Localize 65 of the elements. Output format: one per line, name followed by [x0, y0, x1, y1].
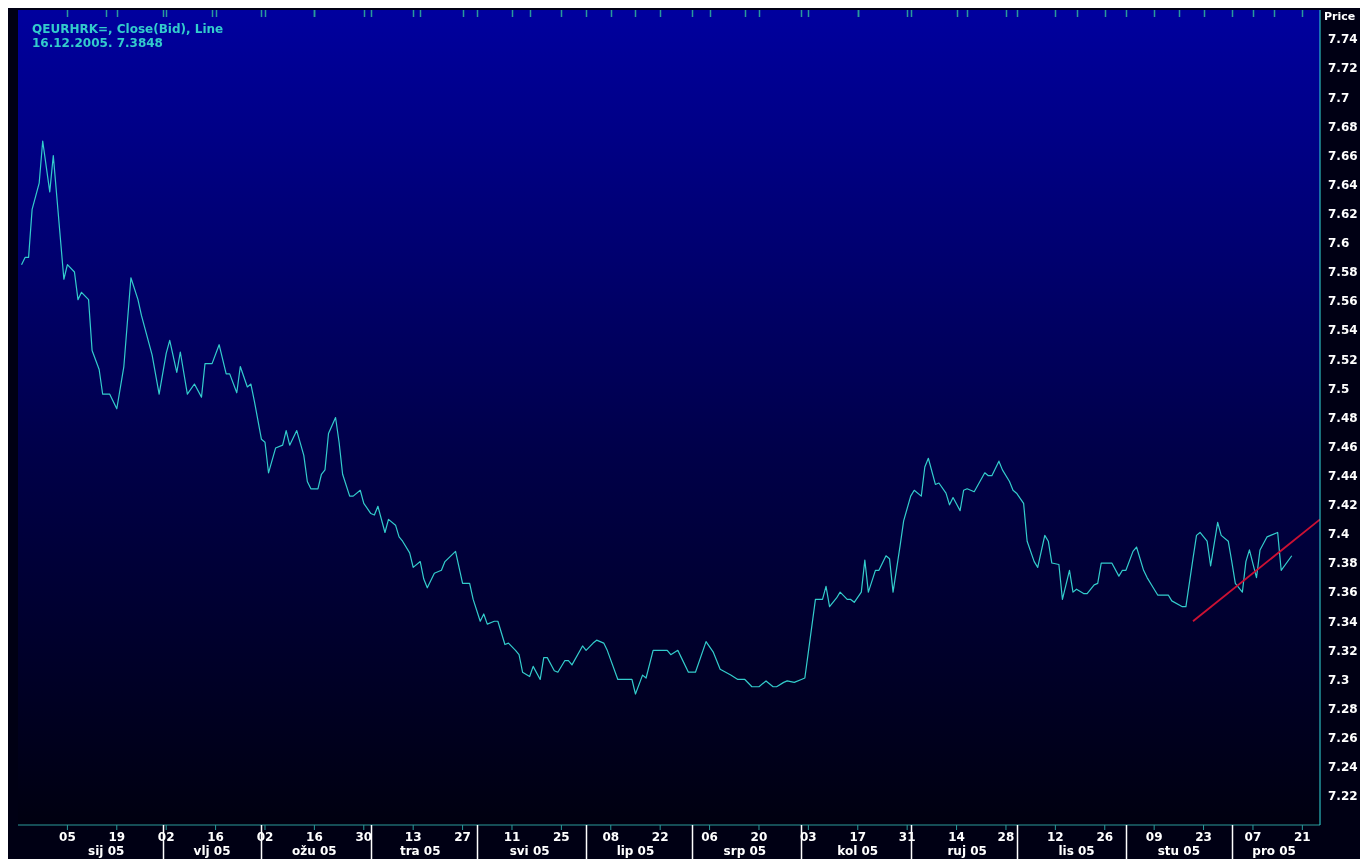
y-tick-label: 7.58: [1328, 265, 1358, 280]
y-tick-label: 7.32: [1328, 643, 1358, 658]
x2-tick-label: sij 05: [88, 844, 125, 858]
x-tick-label: 09: [1145, 829, 1163, 844]
x2-tick-label: vlj 05: [193, 844, 231, 858]
y-tick-label: 7.66: [1328, 148, 1358, 163]
y-tick-label: 7.24: [1328, 760, 1358, 775]
y-tick-label: 7.54: [1328, 323, 1358, 338]
x2-tick-label: srp 05: [723, 844, 767, 858]
y-tick-label: 7.56: [1328, 294, 1358, 309]
y-tick-label: 7.46: [1328, 439, 1358, 454]
x-tick-label: 26: [1096, 829, 1114, 844]
x-tick-label: 08: [602, 829, 620, 844]
x-tick-label: 16: [207, 829, 224, 844]
x2-tick-label: pro 05: [1252, 844, 1296, 858]
x-tick-label: 28: [997, 829, 1015, 844]
x2-tick-label: ožu 05: [292, 844, 337, 858]
y-tick-label: 7.28: [1328, 701, 1358, 716]
y-tick-label: 7.72: [1328, 61, 1358, 76]
y-tick-label: 7.7: [1328, 90, 1350, 105]
y-tick-label: 7.4: [1328, 527, 1350, 542]
x-tick-label: 19: [108, 829, 126, 844]
y-tick-label: 7.22: [1328, 789, 1358, 804]
x-tick-label: 06: [701, 829, 718, 844]
x-tick-label: 22: [651, 829, 669, 844]
y-tick-label: 7.3: [1328, 672, 1350, 687]
x2-tick-label: stu 05: [1157, 844, 1201, 858]
y-tick-label: 7.64: [1328, 177, 1358, 192]
y-tick-label: 7.38: [1328, 556, 1358, 571]
y-tick-label: 7.44: [1328, 468, 1358, 483]
x2-tick-label: tra 05: [399, 844, 441, 858]
x-tick-label: 07: [1244, 829, 1262, 844]
x-tick-label: 21: [1294, 829, 1311, 844]
x-tick-label: 30: [355, 829, 373, 844]
x2-tick-label: lip 05: [616, 844, 655, 858]
x-tick-label: 27: [454, 829, 471, 844]
x-tick-label: 05: [59, 829, 76, 844]
y-tick-label: 7.34: [1328, 614, 1358, 629]
x-tick-label: 11: [503, 829, 521, 844]
y-tick-label: 7.42: [1328, 498, 1358, 513]
x2-tick-label: kol 05: [837, 844, 879, 858]
y-tick-label: 7.62: [1328, 207, 1358, 222]
y-tick-label: 7.48: [1328, 410, 1358, 425]
y-tick-label: 7.52: [1328, 352, 1358, 367]
x-tick-label: 12: [1047, 829, 1064, 844]
x-tick-label: 16: [306, 829, 323, 844]
x-tick-label: 20: [750, 829, 768, 844]
y-tick-label: 7.36: [1328, 585, 1358, 600]
y-tick-label: 7.5: [1328, 381, 1350, 396]
x-tick-label: 17: [849, 829, 867, 844]
y-tick-label: 7.6: [1328, 236, 1350, 251]
y-tick-label: 7.74: [1328, 32, 1358, 47]
text: 16.12.2005. 7.3848: [32, 36, 164, 50]
y-tick-label: 7.26: [1328, 730, 1358, 745]
x-tick-label: 23: [1195, 829, 1212, 844]
y-axis-title: Price: [1324, 10, 1356, 23]
y-tick-label: 7.68: [1328, 119, 1358, 134]
text: QEURHRK=, Close(Bid), Line: [32, 22, 224, 36]
x-tick-label: 25: [553, 829, 570, 844]
x2-tick-label: lis 05: [1058, 844, 1095, 858]
x2-tick-label: svi 05: [509, 844, 550, 858]
x-tick-label: 14: [948, 829, 965, 844]
line-series: [20, 140, 1293, 695]
x-tick-label: 13: [404, 829, 422, 844]
x2-tick-label: ruj 05: [947, 844, 987, 858]
